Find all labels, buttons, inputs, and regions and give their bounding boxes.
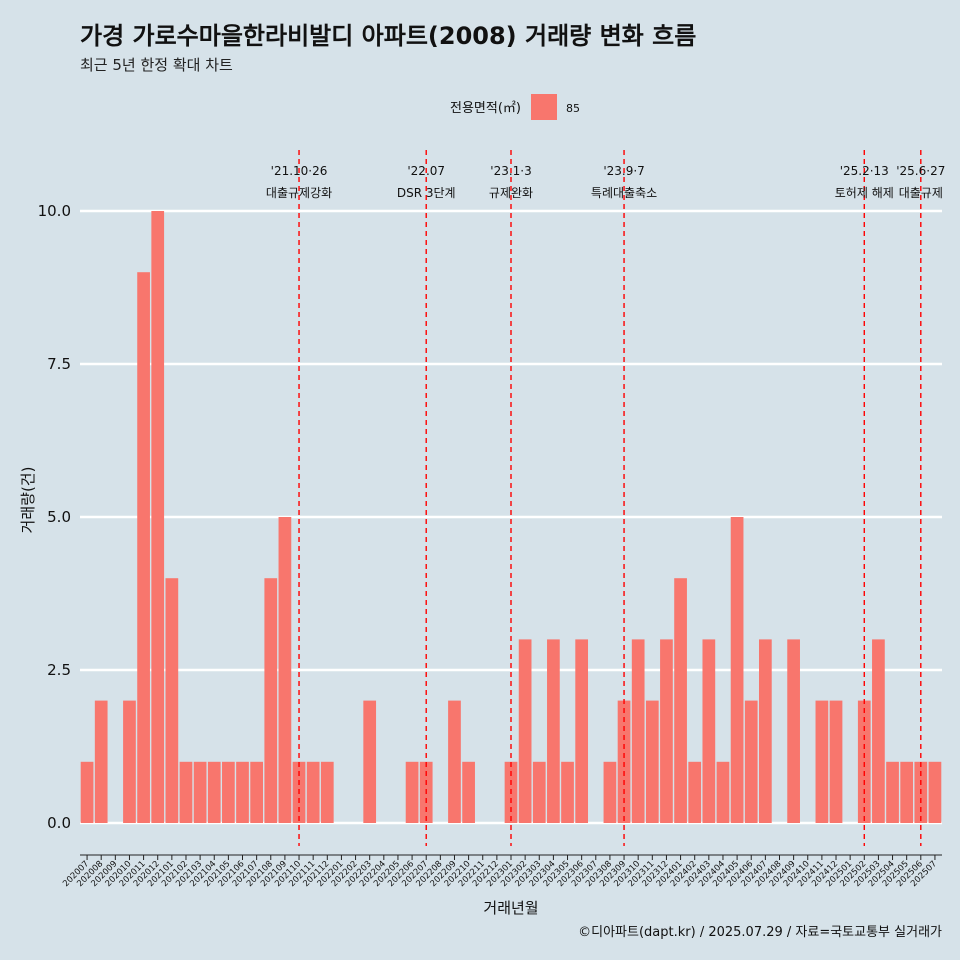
bar bbox=[123, 700, 136, 823]
bars bbox=[80, 211, 942, 823]
legend-swatch bbox=[531, 94, 557, 120]
bar bbox=[222, 761, 235, 823]
bar bbox=[80, 761, 94, 823]
annotation-date: '25.6·27 bbox=[896, 164, 945, 178]
bar bbox=[759, 639, 772, 823]
bar bbox=[532, 761, 546, 823]
bar bbox=[547, 639, 560, 823]
reference-lines: '21.10·26 대출규제강화 '22.07 DSR 3단계 '23.1·3 규제완화 '… bbox=[266, 150, 945, 846]
annotation-label: 규제완화 bbox=[489, 186, 533, 200]
annotation-date: '22.07 bbox=[407, 164, 445, 178]
annotation-date: '25.2·13 bbox=[840, 164, 889, 178]
annotation-label: DSR 3단계 bbox=[397, 186, 456, 200]
legend-label: 85 bbox=[566, 102, 580, 115]
bar bbox=[363, 700, 377, 823]
bar bbox=[603, 761, 617, 823]
legend: 전용면적(㎡) 85 bbox=[450, 94, 580, 120]
bar bbox=[264, 578, 278, 823]
legend-title: 전용면적(㎡) bbox=[450, 101, 521, 116]
bar bbox=[462, 761, 475, 823]
bar bbox=[886, 761, 899, 823]
bar bbox=[207, 761, 221, 823]
y-tick-label: 5.0 bbox=[47, 508, 71, 526]
grid-lines bbox=[80, 209, 942, 825]
bar bbox=[872, 639, 885, 823]
bar bbox=[631, 639, 645, 823]
bar bbox=[787, 639, 800, 823]
x-axis: 2020072020082020092020102020112020122021… bbox=[61, 854, 942, 889]
bar bbox=[900, 761, 914, 823]
annotation-date: '23.1·3 bbox=[490, 164, 531, 178]
bar bbox=[405, 761, 419, 823]
chart-subtitle: 최근 5년 한정 확대 차트 bbox=[80, 56, 233, 74]
bar bbox=[730, 517, 744, 823]
annotation-label: 특례대출축소 bbox=[591, 186, 657, 200]
bar bbox=[660, 639, 673, 823]
y-axis-title: 거래량(건) bbox=[19, 467, 37, 534]
bar bbox=[561, 761, 574, 823]
bar bbox=[518, 639, 532, 823]
bar bbox=[137, 272, 150, 823]
bar bbox=[688, 761, 702, 823]
bar bbox=[829, 700, 843, 823]
bar bbox=[165, 578, 179, 823]
annotation-date: '23.9·7 bbox=[603, 164, 644, 178]
bar bbox=[94, 700, 108, 823]
caption: ©디아파트(dapt.kr) / 2025.07.29 / 자료=국토교통부 실… bbox=[578, 925, 942, 940]
annotation-label: 대출규제 bbox=[899, 186, 943, 200]
bar bbox=[716, 761, 730, 823]
x-axis-title: 거래년월 bbox=[483, 899, 538, 917]
bar bbox=[702, 639, 716, 823]
annotation-label: 대출규제강화 bbox=[266, 186, 332, 200]
bar bbox=[306, 761, 320, 823]
bar bbox=[193, 761, 207, 823]
bar bbox=[236, 761, 249, 823]
bar bbox=[928, 761, 942, 823]
bar bbox=[674, 578, 687, 823]
bar bbox=[151, 211, 165, 823]
bar bbox=[617, 700, 631, 823]
bar bbox=[448, 700, 461, 823]
bar bbox=[857, 700, 871, 823]
bar bbox=[250, 761, 263, 823]
bar bbox=[645, 700, 659, 823]
annotation-label: 토허제 해제 bbox=[835, 186, 894, 200]
y-tick-label: 10.0 bbox=[38, 202, 71, 220]
y-tick-label: 2.5 bbox=[47, 661, 71, 679]
chart-title: 가경 가로수마을한라비발디 아파트(2008) 거래량 변화 흐름 bbox=[80, 22, 696, 50]
bar bbox=[575, 639, 589, 823]
y-tick-label: 0.0 bbox=[47, 814, 71, 832]
bar bbox=[744, 700, 758, 823]
bar bbox=[815, 700, 829, 823]
annotation-date: '21.10·26 bbox=[271, 164, 328, 178]
y-axis: 0.0 2.5 5.0 7.5 10.0 bbox=[38, 202, 71, 832]
bar bbox=[278, 517, 292, 823]
y-tick-label: 7.5 bbox=[47, 355, 71, 373]
bar bbox=[320, 761, 334, 823]
bar bbox=[179, 761, 193, 823]
